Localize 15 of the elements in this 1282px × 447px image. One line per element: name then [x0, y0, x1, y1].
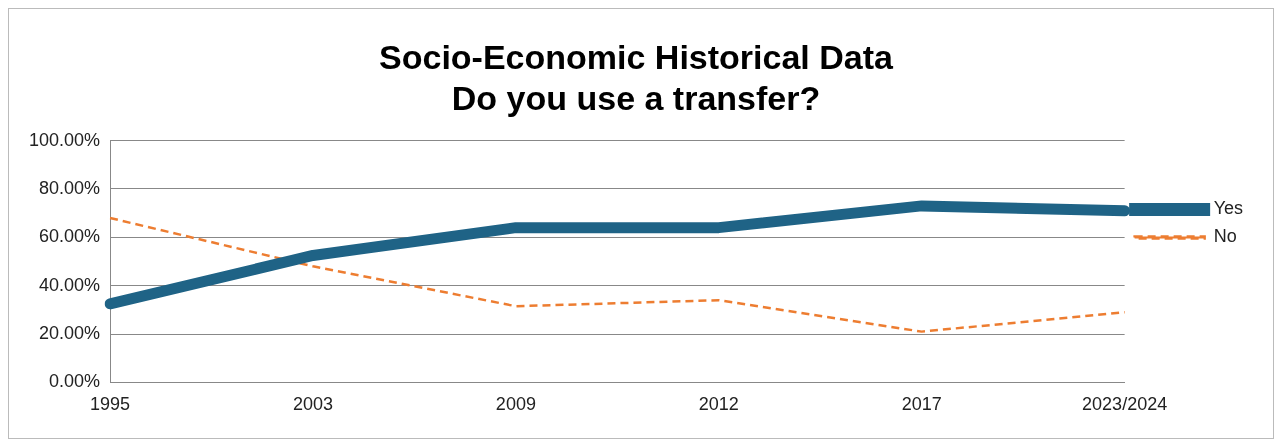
x-tick-label: 2012: [698, 394, 739, 415]
x-tick-label: 2017: [901, 394, 942, 415]
y-tick-label: 0.00%: [49, 371, 101, 392]
y-tick-label: 40.00%: [39, 274, 101, 295]
x-tick-label: 1995: [90, 394, 131, 415]
legend-label: Yes: [1213, 198, 1244, 219]
y-tick-label: 20.00%: [39, 323, 101, 344]
chart-title: Socio-Economic Historical Data Do you use a transfer?: [379, 37, 895, 117]
y-tick-label: 60.00%: [39, 226, 101, 247]
x-tick-label: 2023/2024: [1082, 394, 1168, 415]
x-tick-label: 2009: [495, 394, 536, 415]
y-tick-label: 80.00%: [39, 177, 101, 198]
legend-label: No: [1213, 226, 1237, 247]
y-tick-label: 100.00%: [29, 129, 101, 150]
x-tick-label: 2003: [292, 394, 333, 415]
